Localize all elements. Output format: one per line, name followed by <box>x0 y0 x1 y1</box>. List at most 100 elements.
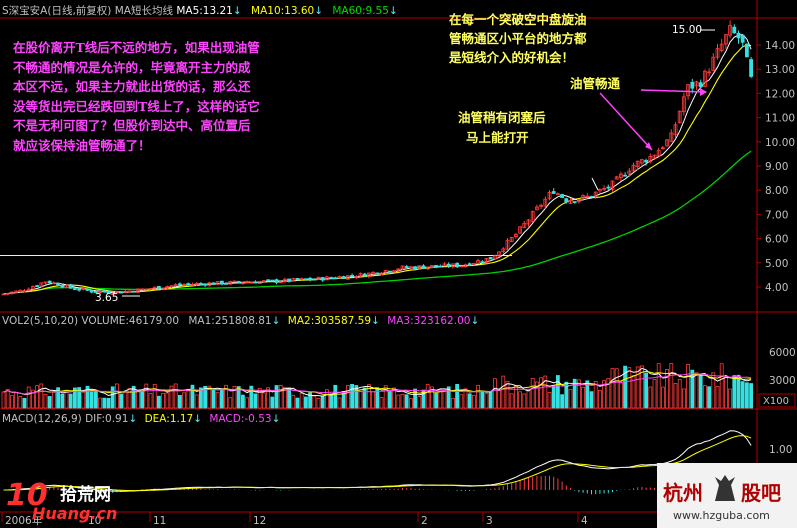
volume-bar <box>207 385 212 409</box>
watermark-url: www.hzguba.com <box>673 509 770 522</box>
volume-bar <box>371 391 376 409</box>
candle-body <box>614 176 619 180</box>
candle-body <box>60 285 65 288</box>
watermark-domain: Huang.cn <box>32 504 118 523</box>
candle-body <box>686 84 690 97</box>
volume-bar <box>429 386 434 409</box>
volume-bar <box>438 389 443 409</box>
tube-arrow-head-1 <box>645 142 652 150</box>
volume-bar <box>568 389 573 409</box>
candle-body <box>232 280 237 283</box>
ma10-value: MA10:13.60 <box>251 5 315 17</box>
candle-body <box>665 139 669 147</box>
volume-bar <box>299 393 304 409</box>
volume-bar <box>728 388 732 409</box>
volume-bar <box>577 379 581 409</box>
watermark-number: 10 <box>6 478 48 513</box>
volume-bar <box>219 390 224 409</box>
volume-bar <box>224 384 229 409</box>
volume-bar <box>598 389 602 409</box>
candle-body <box>719 43 724 51</box>
volume-bar <box>719 363 724 409</box>
stock-title: S深宝安A(日线,前复权) <box>2 5 112 17</box>
candle-body <box>497 251 502 257</box>
volume-bar <box>543 375 548 409</box>
candle-body <box>156 286 161 290</box>
volume-bar <box>35 385 39 409</box>
volume-bar <box>115 383 119 409</box>
candle-body <box>211 282 216 285</box>
candle-body <box>728 25 732 36</box>
vol-ma3-arrow: ↓ <box>470 315 480 327</box>
volume-bar <box>434 392 439 409</box>
vol-ma3: MA3:323162.00 <box>387 315 471 327</box>
candle-body <box>488 256 493 260</box>
candle-body <box>30 286 35 290</box>
price-tick-label: 10.00 <box>765 137 795 149</box>
macd-pane-header: MACD(12,26,9) DIF:0.91↓ DEA:1.17↓ MACD:-… <box>2 413 280 425</box>
volume-bar <box>522 393 527 409</box>
candle-body <box>530 211 535 222</box>
candle-body <box>198 283 203 285</box>
candle-body <box>98 291 102 294</box>
volume-bar <box>417 396 422 409</box>
volume-bar <box>68 393 73 409</box>
volume-bar <box>215 392 220 409</box>
candle-body <box>677 110 682 124</box>
volume-ma-path <box>3 373 752 395</box>
tube-annotation: 油管畅通 <box>570 76 621 91</box>
volume-bar <box>135 390 140 409</box>
volume-bar <box>673 383 678 409</box>
candle-body <box>282 278 287 282</box>
candle-body <box>224 282 229 285</box>
volume-bar <box>556 375 560 409</box>
candle-body <box>261 280 266 283</box>
candle-body <box>110 293 115 295</box>
candle-body <box>324 276 329 281</box>
volume-bar <box>408 398 413 409</box>
volume-bar <box>161 392 166 409</box>
tube-arrow-2 <box>640 89 707 93</box>
volume-bar <box>165 392 170 409</box>
candle-body <box>320 277 325 281</box>
candle-body <box>694 81 699 87</box>
vol-volume: VOLUME:46179.00 <box>81 315 180 327</box>
candle-body <box>135 288 140 293</box>
volume-bar <box>177 395 182 409</box>
volume-bar <box>282 386 287 409</box>
volume-bar <box>509 393 514 409</box>
volume-bar <box>404 394 409 409</box>
volume-bar <box>186 388 191 409</box>
volume-bar <box>278 384 283 409</box>
candle-body <box>413 266 418 270</box>
volume-bar <box>644 372 648 409</box>
volume-bar <box>156 395 161 409</box>
macd-dea-arrow: ↓ <box>193 413 203 425</box>
candle-body <box>316 276 321 280</box>
candle-body <box>165 286 170 289</box>
volume-bar <box>119 393 123 409</box>
volume-bar <box>442 389 447 409</box>
watermark-name: 拾荒网 <box>60 485 111 505</box>
candle-body <box>350 274 355 277</box>
candle-body <box>14 290 19 294</box>
candle-body <box>492 255 497 260</box>
candle-body <box>396 268 401 271</box>
volume-bar <box>303 396 308 409</box>
candle-body <box>572 201 577 203</box>
candle-body <box>392 270 397 273</box>
vol-ma2: MA2:303587.59 <box>287 315 372 327</box>
volume-bar <box>261 392 266 409</box>
candle-body <box>245 281 250 284</box>
volume-bar <box>501 375 506 409</box>
volume-bar <box>518 391 522 409</box>
volume-bar <box>392 387 397 409</box>
candle-body <box>375 272 380 275</box>
price-tick-label: 8.00 <box>765 185 788 197</box>
volume-bar <box>547 392 552 409</box>
volume-bar <box>30 389 35 409</box>
candle-body <box>89 290 94 293</box>
mid-annotation-line: 油管稍有闭塞后 <box>458 110 546 125</box>
candle-body <box>127 290 132 293</box>
volume-bar <box>740 381 745 409</box>
